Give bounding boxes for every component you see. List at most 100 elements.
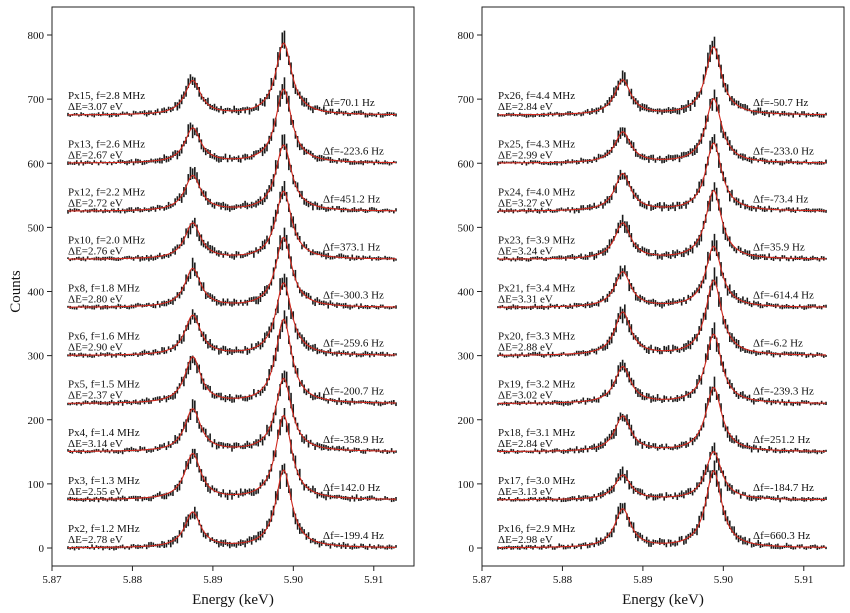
frequency-shift-label: Δf=-233.0 Hz (753, 145, 814, 157)
frequency-shift-label: Δf=251.2 Hz (753, 434, 810, 446)
plot-frame (51, 6, 415, 567)
y-tick-label: 200 (28, 415, 45, 427)
fit-curve (497, 245, 827, 308)
y-tick-label: 100 (28, 479, 45, 491)
frequency-shift-label: Δf=451.2 Hz (323, 193, 380, 205)
y-tick-label: 600 (458, 158, 475, 170)
y-tick-label: 0 (469, 543, 475, 555)
fit-curve (68, 144, 397, 212)
pixel-label: Px19, f=3.2 MHz (498, 379, 575, 391)
resolution-label: ΔE=2.84 eV (498, 101, 553, 113)
fit-curve (68, 281, 397, 356)
resolution-label: ΔE=3.31 eV (498, 294, 553, 306)
y-tick-label: 600 (28, 158, 45, 170)
resolution-label: ΔE=3.13 eV (498, 486, 553, 498)
fit-curve (68, 236, 397, 308)
fit-curve (497, 189, 827, 260)
y-tick-label: 800 (28, 30, 45, 42)
plot-frame (481, 6, 845, 567)
x-tick-label: 5.89 (203, 574, 223, 586)
x-axis-title: Energy (keV) (192, 592, 274, 608)
x-tick-label: 5.90 (284, 574, 304, 586)
fit-curve (498, 386, 827, 453)
resolution-label: ΔE=2.99 eV (498, 149, 553, 161)
resolution-label: ΔE=2.76 eV (68, 245, 123, 257)
x-tick-label: 5.87 (472, 574, 492, 586)
pixel-label: Px23, f=3.9 MHz (498, 234, 575, 246)
pixel-label: Px20, f=3.3 MHz (498, 331, 575, 343)
frequency-shift-label: Δf=-239.3 Hz (753, 386, 814, 398)
frequency-shift-label: Δf=-184.7 Hz (753, 482, 814, 494)
resolution-label: ΔE=2.88 eV (498, 342, 553, 354)
frequency-shift-label: Δf=-614.4 Hz (753, 290, 814, 302)
y-tick-label: 700 (458, 94, 475, 106)
x-tick-label: 5.88 (553, 574, 573, 586)
pixel-label: Px3, f=1.3 MHz (68, 475, 140, 487)
pixel-label: Px17, f=3.0 MHz (498, 475, 575, 487)
pixel-label: Px5, f=1.5 MHz (68, 379, 140, 391)
y-tick-label: 700 (28, 94, 45, 106)
pixel-label: Px18, f=3.1 MHz (498, 427, 575, 439)
pixel-label: Px26, f=4.4 MHz (498, 90, 575, 102)
fit-curve (497, 279, 827, 356)
pixel-label: Px2, f=1.2 MHz (68, 523, 140, 535)
fit-curve (497, 98, 827, 164)
y-tick-label: 200 (458, 415, 475, 427)
x-tick-label: 5.91 (794, 574, 813, 586)
y-tick-label: 300 (28, 351, 45, 363)
y-tick-label: 400 (28, 287, 45, 299)
y-tick-label: 500 (28, 222, 45, 234)
pixel-label: Px15, f=2.8 MHz (68, 90, 145, 102)
resolution-label: ΔE=2.84 eV (498, 438, 553, 450)
frequency-shift-label: Δf=-259.6 Hz (323, 338, 384, 350)
x-tick-label: 5.90 (714, 574, 734, 586)
fit-curve (67, 42, 397, 116)
fit-curve (497, 450, 827, 501)
resolution-label: ΔE=2.90 eV (68, 342, 123, 354)
x-tick-label: 5.89 (633, 574, 653, 586)
fit-curve (67, 469, 397, 549)
pixel-label: Px4, f=1.4 MHz (68, 427, 140, 439)
y-tick-label: 300 (458, 351, 475, 363)
fit-curve (67, 88, 397, 164)
resolution-label: ΔE=2.67 eV (68, 149, 123, 161)
resolution-label: ΔE=2.37 eV (68, 390, 123, 402)
frequency-shift-label: Δf=142.0 Hz (323, 482, 380, 494)
resolution-label: ΔE=3.24 eV (498, 245, 553, 257)
right-panel: 0 100 200 300 400 500 600 700 800 5.87 5.88 5.89 5.9… (458, 6, 845, 608)
resolution-label: ΔE=2.80 eV (68, 294, 123, 306)
frequency-shift-label: Δf=660.3 Hz (753, 530, 810, 542)
y-tick-label: 500 (458, 222, 475, 234)
frequency-shift-label: Δf=373.1 Hz (323, 241, 380, 253)
fit-curve (67, 414, 397, 501)
fit-curve (67, 190, 397, 260)
y-tick-label: 100 (458, 479, 475, 491)
pixel-label: Px13, f=2.6 MHz (68, 138, 145, 150)
resolution-label: ΔE=3.14 eV (68, 438, 123, 450)
y-tick-label: 400 (458, 287, 475, 299)
x-tick-label: 5.87 (42, 574, 62, 586)
frequency-shift-label: Δf=-6.2 Hz (753, 338, 803, 350)
pixel-label: Px8, f=1.8 MHz (68, 283, 140, 295)
resolution-label: ΔE=3.02 eV (498, 390, 553, 402)
y-tick-label: 0 (39, 543, 45, 555)
fit-curve (498, 46, 827, 116)
pixel-label: Px6, f=1.6 MHz (68, 331, 140, 343)
y-tick-label: 800 (458, 30, 475, 42)
y-axis-title: Counts (8, 270, 24, 313)
pixel-label: Px16, f=2.9 MHz (498, 523, 575, 535)
